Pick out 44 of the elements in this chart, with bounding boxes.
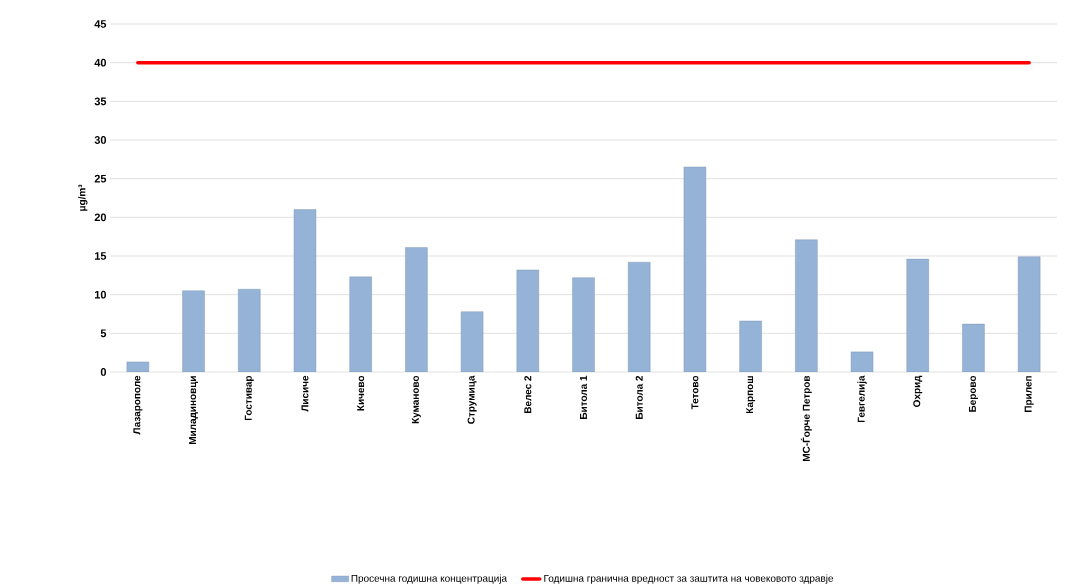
x-tick-label: Куманово <box>411 375 421 424</box>
y-tick-label: 10 <box>94 290 107 299</box>
bar <box>293 209 317 372</box>
x-tick-label: Гостивар <box>244 375 254 420</box>
y-tick-label: 5 <box>100 329 107 338</box>
x-tick-label: Миладиновци <box>189 376 198 444</box>
y-axis-title: μg/m³ <box>78 184 88 211</box>
x-tick-label: Прилеп <box>1024 376 1034 412</box>
legend-label: Просечна годишна концентрација <box>351 574 508 584</box>
y-tick-label: 25 <box>94 174 107 183</box>
bar <box>516 269 539 372</box>
bar <box>739 320 762 372</box>
bar <box>628 261 651 372</box>
x-tick-label: МС-Ѓорче Петров <box>800 375 812 461</box>
bar <box>683 166 707 372</box>
y-tick-label: 0 <box>100 368 107 376</box>
x-tick-label: Лазарополе <box>133 375 143 435</box>
bar <box>182 290 205 372</box>
y-tick-label: 45 <box>94 20 107 28</box>
x-tick-label: Кичево <box>357 375 365 411</box>
bar <box>795 239 818 372</box>
x-tick-label: Струмица <box>467 375 477 424</box>
x-tick-label: Лисиче <box>301 375 309 412</box>
x-tick-label: Велес 2 <box>524 375 532 413</box>
bar <box>962 323 985 372</box>
y-tick-label: 35 <box>94 97 107 106</box>
legend-label: Годишна гранична вредност за заштита на човековото здравје <box>544 574 834 584</box>
x-tick-label: Битола 1 <box>580 375 587 419</box>
y-tick-label: 30 <box>94 136 107 144</box>
bar <box>572 277 595 372</box>
x-tick-label: Гевгелија <box>857 375 867 422</box>
x-tick-label: Охрид <box>913 375 923 407</box>
x-tick-label: Тетово <box>691 375 699 410</box>
x-tick-label: Битола 2 <box>635 375 643 419</box>
bar <box>349 276 372 372</box>
y-tick-label: 40 <box>94 58 107 67</box>
x-tick-label: Карпош <box>746 376 756 413</box>
y-tick-label: 20 <box>94 213 107 222</box>
bar <box>405 247 428 372</box>
x-tick-label: Берово <box>968 375 978 412</box>
bar <box>1017 256 1041 372</box>
y-tick-label: 15 <box>94 252 107 260</box>
bar <box>906 258 929 372</box>
bar <box>238 288 261 372</box>
